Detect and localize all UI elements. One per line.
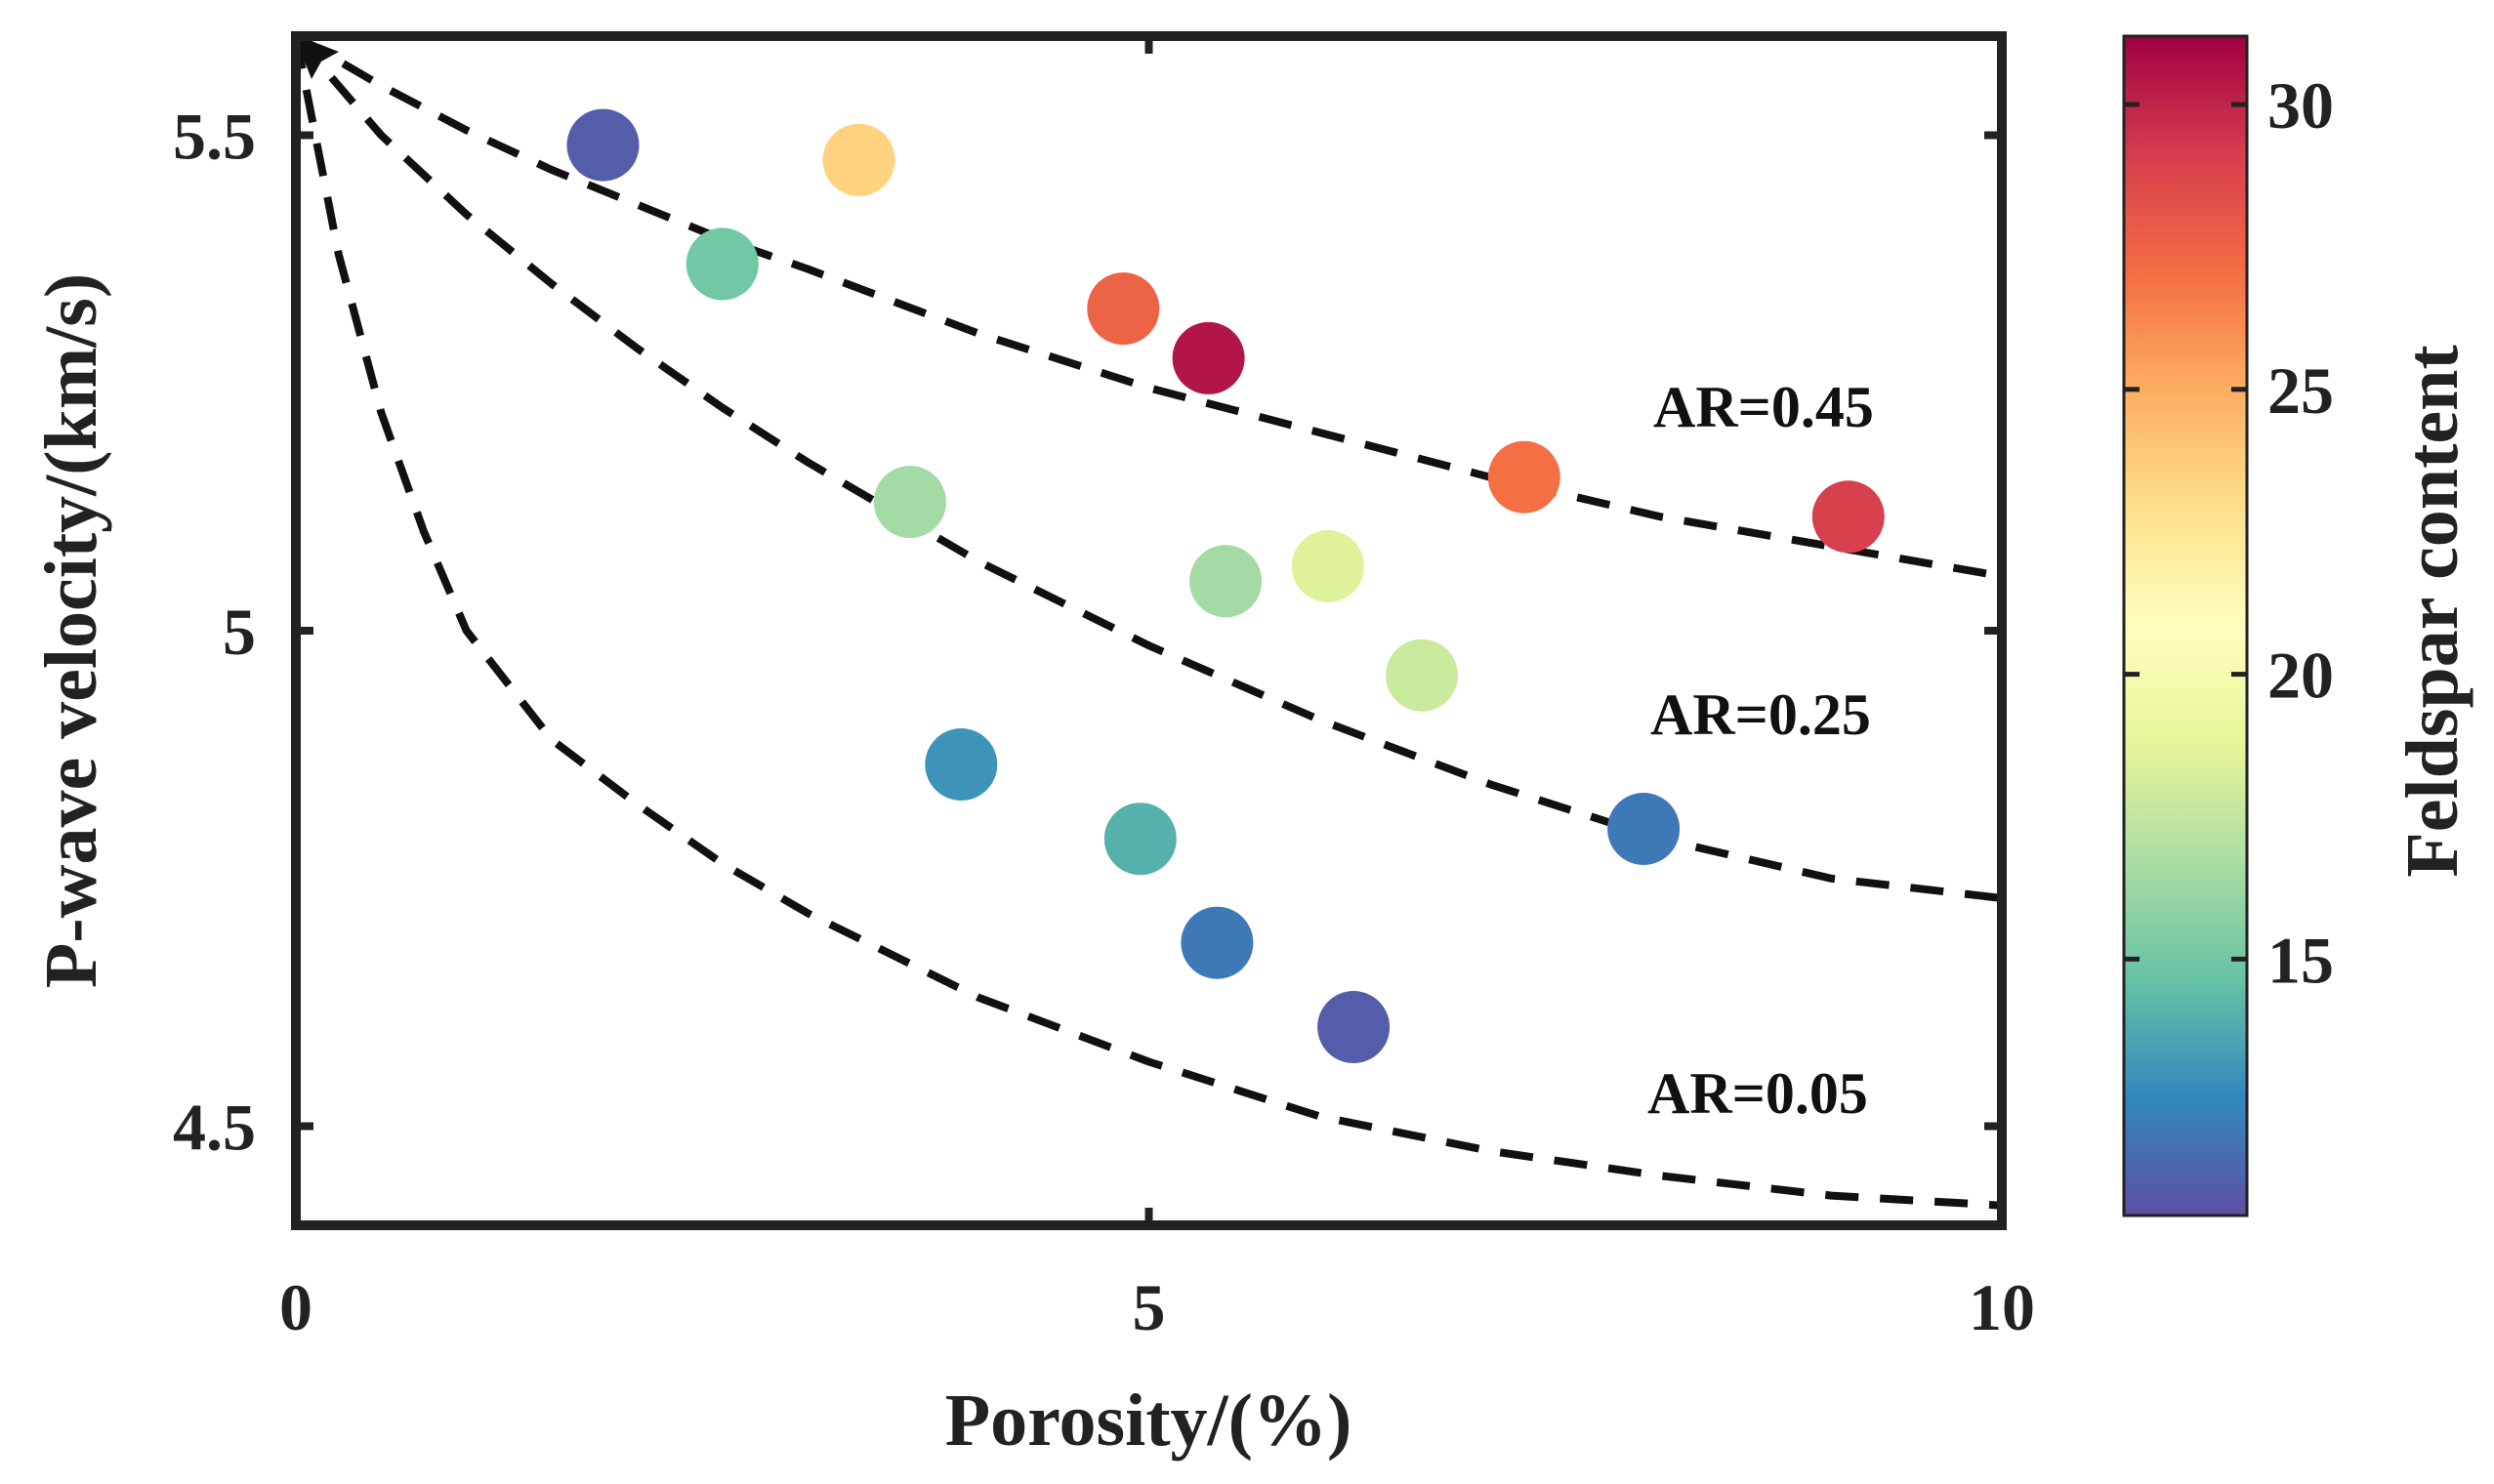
colorbar-tick-label: 25 (2267, 353, 2334, 428)
data-point-10 (1291, 530, 1364, 602)
data-point-4 (1087, 272, 1160, 346)
data-point-9 (1189, 545, 1263, 618)
annotation-ar-045: AR=0.45 (1653, 375, 1874, 439)
data-point-16 (1317, 991, 1391, 1063)
y-tick-label: 4.5 (173, 1091, 256, 1165)
data-point-1 (566, 108, 640, 182)
colorbar-label: Feldspar content (2391, 345, 2473, 877)
colorbar-tick-label: 30 (2267, 68, 2334, 143)
data-point-12 (925, 728, 998, 801)
colorbar (2122, 34, 2249, 1217)
y-axis-title: P-wave velocity/(km/s) (30, 273, 112, 988)
x-tick-label: 5 (1133, 1270, 1166, 1344)
x-axis-title: Porosity/(%) (945, 1380, 1352, 1462)
x-tick-label: 0 (279, 1270, 312, 1344)
curve-ar-0-25 (296, 36, 2002, 902)
arrowhead-icon (294, 34, 339, 79)
curve-ar-0-05 (296, 36, 2002, 1210)
annotation-ar-025: AR=0.25 (1650, 682, 1871, 747)
annotation-ar-005: AR=0.05 (1647, 1061, 1868, 1126)
x-tick-label: 10 (1969, 1270, 2035, 1344)
y-tick-label: 5.5 (173, 100, 256, 174)
data-point-15 (1181, 906, 1254, 979)
data-point-13 (1103, 803, 1177, 876)
data-point-6 (1487, 440, 1560, 514)
data-point-2 (822, 123, 895, 196)
ticks-layer: 0 5 10 4.5 5 5.5 (173, 36, 2035, 1344)
points-layer (566, 108, 1885, 1063)
y-tick-label: 5 (223, 595, 256, 669)
data-point-7 (1811, 480, 1885, 554)
data-point-14 (1607, 793, 1681, 865)
plot-frame (291, 31, 2007, 1230)
colorbar-ticks: 15 20 25 30 (2124, 68, 2334, 997)
colorbar-tick-label: 15 (2267, 923, 2334, 997)
data-point-11 (1386, 639, 1458, 712)
arrow-layer (294, 34, 339, 79)
data-point-3 (686, 227, 759, 301)
data-point-5 (1172, 321, 1245, 394)
data-point-8 (873, 466, 946, 539)
curve-ar-0-45 (296, 36, 2002, 581)
curves-layer (296, 36, 2002, 1210)
colorbar-tick-label: 20 (2267, 639, 2334, 713)
